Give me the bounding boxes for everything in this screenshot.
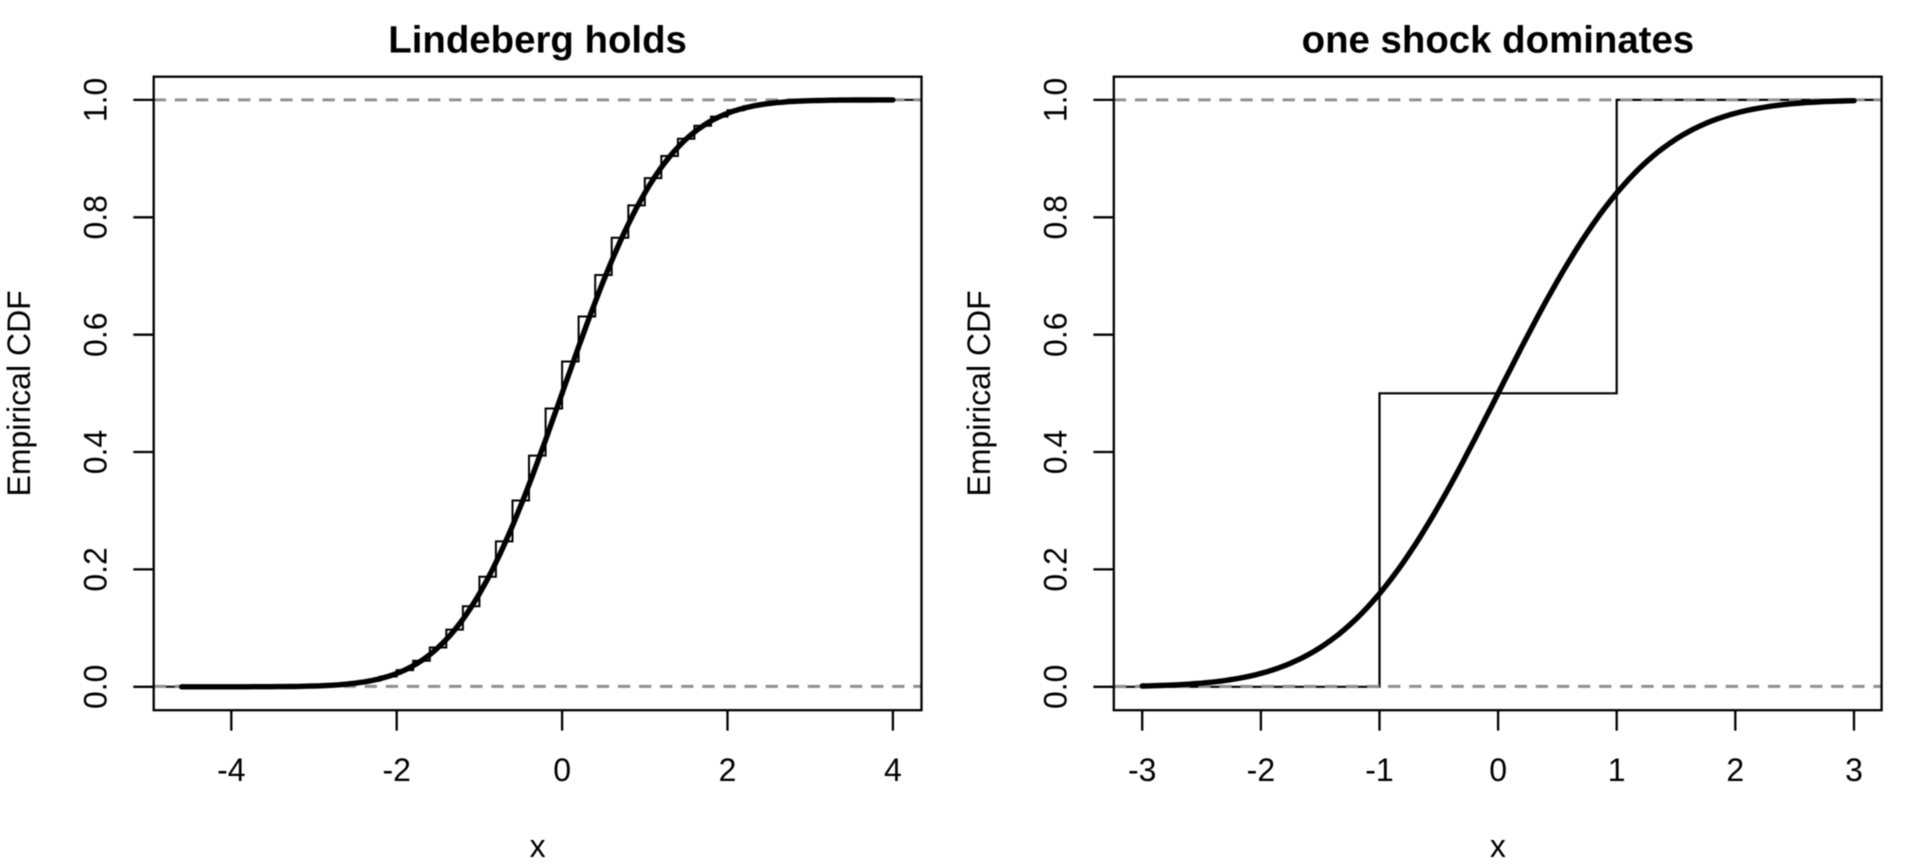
svg-text:0.8: 0.8 [1037, 195, 1073, 239]
svg-text:Lindeberg holds: Lindeberg holds [388, 19, 687, 62]
svg-text:3: 3 [1845, 752, 1863, 788]
svg-text:2: 2 [719, 752, 737, 788]
svg-text:Empirical CDF: Empirical CDF [961, 290, 997, 496]
svg-text:2: 2 [1726, 752, 1744, 788]
svg-text:0.4: 0.4 [77, 430, 113, 474]
svg-text:0.0: 0.0 [77, 665, 113, 709]
svg-text:x: x [530, 828, 546, 864]
svg-text:0.2: 0.2 [77, 547, 113, 591]
svg-text:0.4: 0.4 [1037, 430, 1073, 474]
svg-text:4: 4 [884, 752, 902, 788]
svg-text:-3: -3 [1128, 752, 1156, 788]
svg-text:0.2: 0.2 [1037, 547, 1073, 591]
svg-text:Empirical CDF: Empirical CDF [1, 290, 37, 496]
svg-text:-1: -1 [1365, 752, 1393, 788]
svg-text:-2: -2 [382, 752, 410, 788]
svg-text:-2: -2 [1247, 752, 1275, 788]
svg-text:0.0: 0.0 [1037, 665, 1073, 709]
svg-text:one shock dominates: one shock dominates [1302, 19, 1695, 62]
svg-text:1.0: 1.0 [1037, 78, 1073, 122]
svg-text:1.0: 1.0 [77, 78, 113, 122]
svg-text:x: x [1490, 828, 1506, 864]
svg-text:0: 0 [1489, 752, 1507, 788]
svg-text:0: 0 [553, 752, 571, 788]
svg-text:1: 1 [1608, 752, 1626, 788]
svg-text:0.6: 0.6 [1037, 312, 1073, 356]
svg-text:0.6: 0.6 [77, 312, 113, 356]
svg-text:-4: -4 [217, 752, 245, 788]
svg-text:0.8: 0.8 [77, 195, 113, 239]
